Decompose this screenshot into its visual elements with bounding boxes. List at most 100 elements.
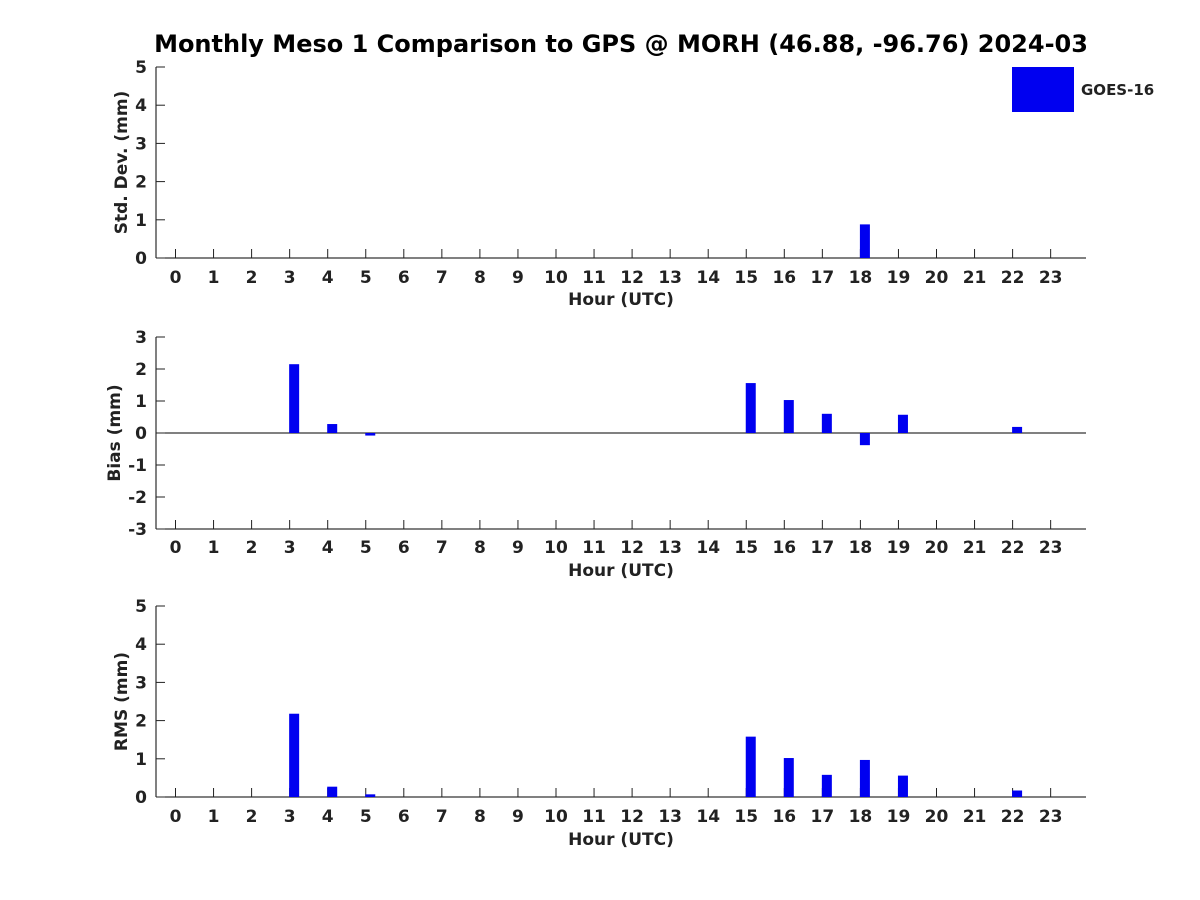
x-tick-label: 21 [963, 807, 987, 827]
x-tick-label: 6 [398, 807, 410, 827]
x-tick-label: 4 [322, 807, 334, 827]
x-tick-label: 9 [512, 538, 524, 558]
y-tick-label: 1 [135, 211, 147, 231]
y-tick-label: 5 [135, 58, 147, 78]
x-axis-label: Hour (UTC) [568, 561, 674, 581]
y-tick-label: 2 [135, 173, 147, 193]
bar-hour-22 [1012, 790, 1023, 797]
x-tick-label: 22 [1001, 538, 1025, 558]
bar-hour-19 [897, 775, 908, 797]
x-tick-label: 15 [734, 538, 758, 558]
y-axis-label: Bias (mm) [105, 384, 125, 481]
bar-hour-22 [1012, 426, 1023, 433]
y-tick-label: 4 [135, 96, 147, 116]
x-tick-label: 11 [582, 268, 606, 288]
x-tick-label: 5 [360, 268, 372, 288]
x-tick-label: 8 [474, 538, 486, 558]
x-tick-label: 12 [620, 807, 644, 827]
x-tick-label: 13 [658, 268, 682, 288]
legend-swatch [1012, 67, 1074, 112]
x-tick-label: 6 [398, 538, 410, 558]
x-tick-label: 19 [887, 268, 911, 288]
bar-hour-16 [783, 400, 794, 433]
x-tick-label: 2 [246, 538, 258, 558]
x-tick-label: 7 [436, 807, 448, 827]
bar-hour-4 [327, 786, 338, 797]
x-tick-label: 5 [360, 807, 372, 827]
bar-hour-17 [821, 413, 832, 433]
x-tick-label: 10 [544, 268, 568, 288]
x-tick-label: 7 [436, 538, 448, 558]
x-tick-label: 9 [512, 807, 524, 827]
x-tick-label: 20 [925, 538, 949, 558]
x-tick-label: 6 [398, 268, 410, 288]
x-tick-label: 23 [1039, 268, 1063, 288]
x-tick-label: 13 [658, 807, 682, 827]
x-tick-label: 4 [322, 268, 334, 288]
x-tick-label: 21 [963, 538, 987, 558]
y-axis-label: RMS (mm) [112, 652, 132, 751]
x-tick-label: 13 [658, 538, 682, 558]
y-tick-label: -1 [128, 456, 147, 476]
bar-hour-15 [745, 736, 756, 797]
x-tick-label: 18 [849, 807, 873, 827]
x-tick-label: 18 [849, 538, 873, 558]
x-tick-label: 2 [246, 807, 258, 827]
x-tick-label: 17 [811, 538, 835, 558]
x-tick-label: 19 [887, 807, 911, 827]
x-tick-label: 16 [772, 268, 796, 288]
y-tick-label: 0 [135, 788, 147, 808]
legend: GOES-16 [1012, 67, 1154, 112]
x-tick-label: 14 [696, 538, 720, 558]
x-axis-label: Hour (UTC) [568, 290, 674, 310]
x-tick-label: 22 [1001, 268, 1025, 288]
x-tick-label: 21 [963, 268, 987, 288]
x-tick-label: 16 [772, 807, 796, 827]
x-tick-label: 11 [582, 807, 606, 827]
x-tick-label: 4 [322, 538, 334, 558]
y-tick-label: 0 [135, 424, 147, 444]
bar-hour-18 [859, 759, 870, 797]
y-tick-label: 3 [135, 673, 147, 693]
y-tick-label: 3 [135, 134, 147, 154]
x-axis-label: Hour (UTC) [568, 830, 674, 850]
bar-hour-3 [289, 364, 300, 433]
x-tick-label: 7 [436, 268, 448, 288]
x-tick-label: 0 [170, 538, 182, 558]
y-tick-label: 1 [135, 392, 147, 412]
x-tick-label: 0 [170, 807, 182, 827]
x-tick-label: 15 [734, 807, 758, 827]
x-tick-label: 2 [246, 268, 258, 288]
y-tick-label: -3 [128, 520, 147, 540]
x-tick-label: 0 [170, 268, 182, 288]
y-tick-label: 5 [135, 597, 147, 617]
bar-hour-17 [821, 774, 832, 797]
x-tick-label: 1 [208, 807, 220, 827]
chart-title: Monthly Meso 1 Comparison to GPS @ MORH … [154, 30, 1088, 58]
x-tick-label: 9 [512, 268, 524, 288]
x-tick-label: 3 [284, 807, 296, 827]
y-tick-label: 3 [135, 328, 147, 348]
x-tick-label: 5 [360, 538, 372, 558]
bar-hour-15 [745, 383, 756, 433]
y-tick-label: 1 [135, 750, 147, 770]
x-tick-label: 14 [696, 807, 720, 827]
legend-label: GOES-16 [1081, 81, 1154, 99]
x-tick-label: 12 [620, 268, 644, 288]
x-tick-label: 10 [544, 807, 568, 827]
x-tick-label: 16 [772, 538, 796, 558]
y-tick-label: 4 [135, 635, 147, 655]
x-tick-label: 19 [887, 538, 911, 558]
x-tick-label: 23 [1039, 538, 1063, 558]
x-tick-label: 3 [284, 538, 296, 558]
x-tick-label: 18 [849, 268, 873, 288]
x-tick-label: 17 [811, 268, 835, 288]
x-tick-label: 1 [208, 268, 220, 288]
bar-hour-3 [289, 713, 300, 797]
x-tick-label: 22 [1001, 807, 1025, 827]
bar-hour-5 [365, 433, 376, 436]
bar-hour-16 [783, 758, 794, 797]
x-tick-label: 11 [582, 538, 606, 558]
